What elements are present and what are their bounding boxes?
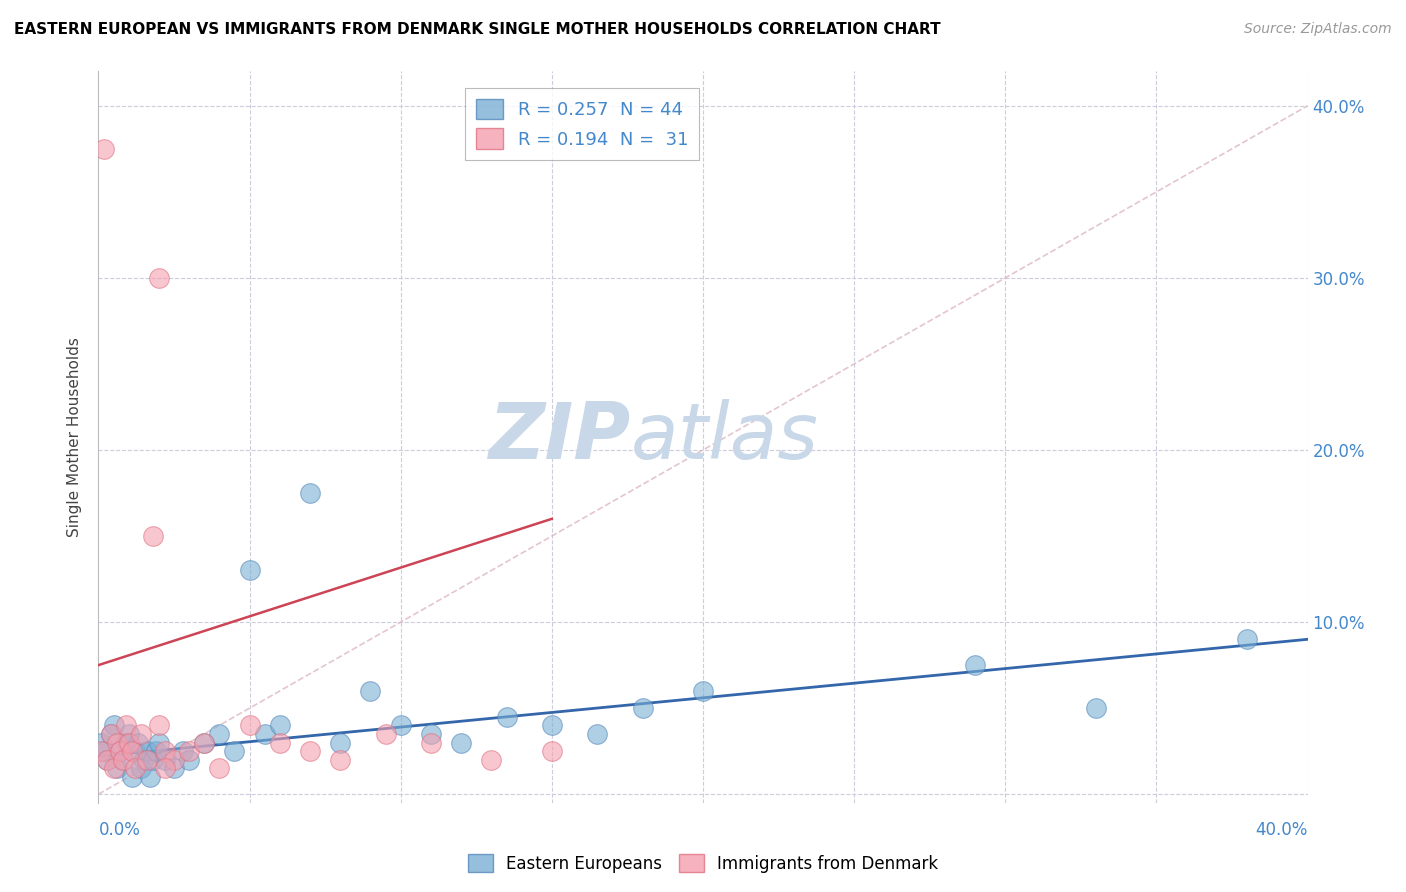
Point (163, 753, 186, 767)
Point (103, 761, 125, 775)
Text: EASTERN EUROPEAN VS IMMIGRANTS FROM DENMARK SINGLE MOTHER HOUSEHOLDS CORRELATION: EASTERN EUROPEAN VS IMMIGRANTS FROM DENM… (14, 22, 941, 37)
Point (148, 271, 170, 285)
Point (586, 727, 609, 741)
Point (153, 744, 176, 758)
Point (90, 744, 112, 758)
Point (1236, 632, 1258, 647)
Point (145, 744, 167, 758)
Point (124, 744, 146, 758)
Point (105, 735, 128, 749)
Point (193, 735, 215, 749)
Legend: R = 0.257  N = 44, R = 0.194  N =  31: R = 0.257 N = 44, R = 0.194 N = 31 (465, 87, 699, 160)
Point (239, 564, 262, 578)
Point (239, 718, 262, 732)
Point (389, 718, 412, 732)
Point (329, 753, 352, 767)
Text: 0.0%: 0.0% (98, 821, 141, 839)
Point (114, 735, 136, 749)
Point (139, 770, 162, 784)
Point (121, 770, 143, 784)
Point (132, 753, 155, 767)
Point (103, 718, 125, 732)
Point (208, 761, 231, 775)
Point (299, 744, 322, 758)
Point (93, 744, 115, 758)
Point (90, 735, 112, 749)
Point (253, 727, 276, 741)
Point (135, 744, 157, 758)
Point (360, 684, 382, 698)
Point (148, 735, 170, 749)
Point (299, 486, 322, 500)
Point (96, 753, 118, 767)
Point (129, 761, 152, 775)
Point (121, 744, 143, 758)
Point (163, 761, 186, 775)
Point (111, 753, 134, 767)
Point (118, 727, 141, 741)
Point (179, 753, 201, 767)
Point (153, 753, 176, 767)
Point (153, 761, 176, 775)
Point (540, 718, 562, 732)
Point (179, 744, 201, 758)
Point (631, 701, 654, 715)
Point (142, 753, 165, 767)
Point (172, 744, 194, 758)
Point (481, 753, 503, 767)
Point (108, 744, 131, 758)
Point (100, 727, 122, 741)
Point (540, 744, 562, 758)
Point (495, 710, 517, 724)
Point (100, 727, 122, 741)
Point (124, 761, 146, 775)
Point (118, 735, 141, 749)
Text: Source: ZipAtlas.com: Source: ZipAtlas.com (1244, 22, 1392, 37)
Point (374, 727, 396, 741)
Point (329, 735, 352, 749)
Point (1085, 701, 1108, 715)
Point (692, 684, 714, 698)
Point (269, 735, 291, 749)
Y-axis label: Single Mother Households: Single Mother Households (67, 337, 83, 537)
Point (127, 735, 149, 749)
Point (105, 761, 128, 775)
Point (208, 727, 231, 741)
Point (142, 529, 165, 543)
Point (269, 718, 291, 732)
Point (965, 658, 987, 673)
Point (96, 753, 118, 767)
Point (93, 142, 115, 156)
Point (420, 735, 443, 749)
Point (129, 727, 152, 741)
Text: atlas: atlas (630, 399, 818, 475)
Text: ZIP: ZIP (488, 399, 630, 475)
Point (193, 735, 215, 749)
Point (135, 753, 157, 767)
Point (108, 744, 131, 758)
Point (450, 735, 472, 749)
Text: 40.0%: 40.0% (1256, 821, 1308, 839)
Point (224, 744, 246, 758)
Point (111, 753, 134, 767)
Point (148, 718, 170, 732)
Point (114, 718, 136, 732)
Legend: Eastern Europeans, Immigrants from Denmark: Eastern Europeans, Immigrants from Denma… (461, 847, 945, 880)
Point (420, 727, 443, 741)
